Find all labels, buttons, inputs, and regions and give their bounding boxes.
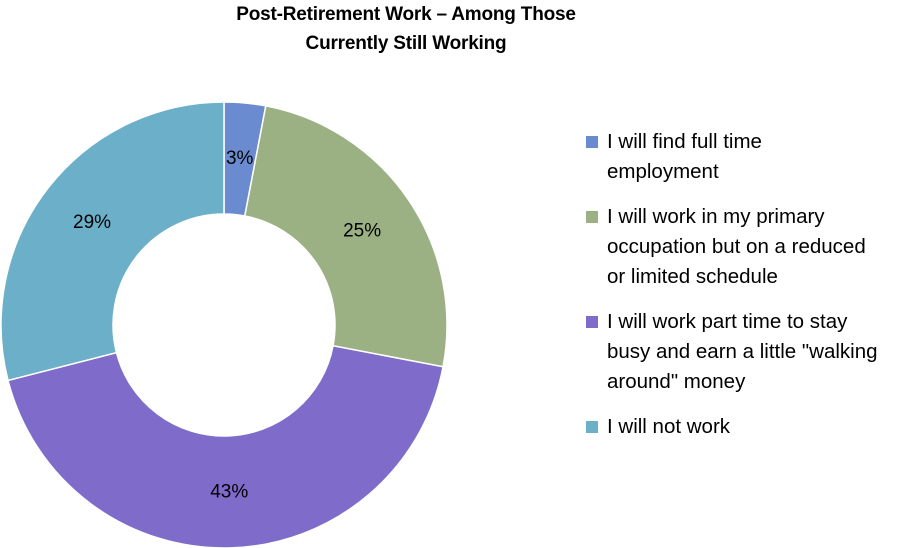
legend-label-1-line-2: or limited schedule [607, 265, 778, 288]
donut-slice-1 [243, 105, 448, 368]
legend-label-3-line-0: I will not work [607, 415, 731, 438]
legend-item-2: I will work part time to stay busy and ea… [586, 307, 913, 397]
legend-label-1-line-0: I will work in my primary [607, 205, 825, 228]
legend-label-2-line-1: busy and earn a little "walking [607, 340, 878, 363]
slice-value-label-0: 3% [226, 148, 254, 169]
legend-swatch-2 [586, 316, 598, 328]
legend-item-0: I will find full time employment [586, 127, 913, 187]
chart-title-line-2: Currently Still Working [305, 33, 507, 54]
legend: I will find full time employment I will wo… [586, 127, 913, 442]
chart-title-line-1: Post-Retirement Work – Among Those [236, 4, 576, 25]
donut-slice-2 [7, 344, 444, 548]
legend-label-0-line-0: I will find full time [607, 130, 762, 153]
legend-swatch-1 [586, 211, 598, 223]
legend-label-1-line-1: occupation but on a reduced [607, 235, 866, 258]
legend-item-1: I will work in my primary occupation but … [586, 202, 913, 292]
legend-swatch-3 [586, 421, 598, 433]
slice-value-label-3: 29% [73, 212, 111, 233]
legend-swatch-0 [586, 136, 598, 148]
legend-label-2-line-2: around" money [607, 370, 746, 393]
legend-label-2-line-0: I will work part time to stay [607, 310, 848, 333]
slice-value-label-1: 25% [343, 221, 381, 242]
slice-value-label-2: 43% [210, 481, 248, 502]
donut-slice-3 [0, 101, 225, 382]
chart-title: Post-Retirement Work – Among Those Curre… [156, 0, 656, 58]
legend-item-3: I will not work [586, 412, 913, 442]
legend-label-0-line-1: employment [607, 160, 719, 183]
